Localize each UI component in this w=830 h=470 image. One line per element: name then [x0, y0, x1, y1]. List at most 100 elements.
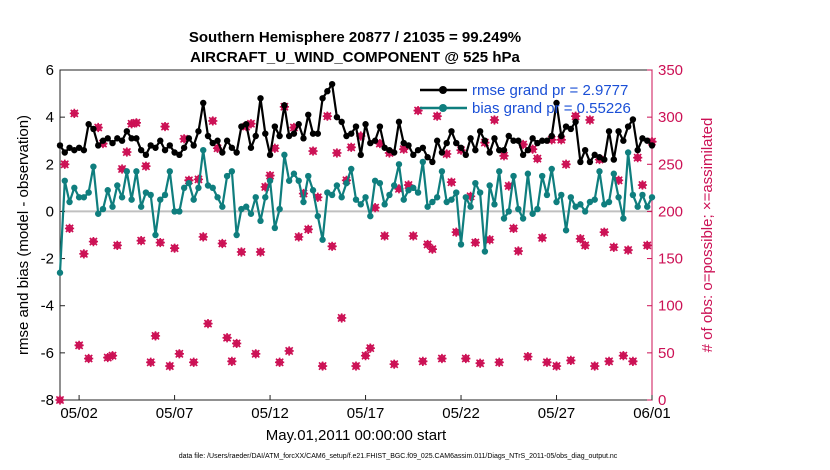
bias-point: [94, 210, 102, 217]
obs-assimilated-marker: [489, 115, 500, 125]
obs-assimilated-marker: [585, 115, 595, 125]
bias-point: [147, 191, 154, 199]
bias-point: [529, 210, 536, 217]
rmse-point: [491, 135, 498, 142]
bias-point: [629, 191, 637, 199]
rmse-point: [85, 121, 92, 128]
rmse-point: [390, 149, 398, 156]
y-tick-left-label: 4: [46, 109, 54, 126]
y-tick-right-label: 200: [658, 203, 683, 220]
bias-point: [281, 151, 288, 159]
bias-point: [166, 168, 174, 175]
bias-point: [85, 189, 92, 196]
rmse-point: [519, 151, 527, 159]
obs-assimilated-marker: [380, 231, 390, 241]
bias-point: [104, 187, 111, 194]
rmse-point: [634, 146, 641, 154]
bias-point: [491, 201, 498, 208]
rmse-point: [305, 111, 312, 118]
bias-point: [161, 191, 169, 199]
bias-point: [257, 217, 264, 225]
footnote: data file: /Users/raeder/DAI/ATM_forcXX/…: [179, 453, 618, 460]
bias-point: [128, 196, 135, 203]
bias-point: [433, 194, 441, 201]
obs-assimilated-marker: [193, 174, 204, 184]
rmse-point: [80, 146, 88, 154]
obs-assimilated-marker: [470, 237, 480, 248]
obs-assimilated-marker: [69, 108, 79, 118]
rmse-point: [99, 137, 107, 144]
rmse-point: [166, 142, 174, 149]
rmse-point: [448, 128, 455, 135]
rmse-point: [524, 146, 532, 154]
rmse-point: [75, 144, 83, 151]
rmse-point: [438, 149, 446, 156]
rmse-point: [295, 121, 302, 128]
bias-point: [61, 177, 68, 184]
rmse-point: [247, 144, 255, 151]
x-axis-label: May.01,2011 00:00:00 start: [266, 427, 447, 444]
obs-assimilated-marker: [88, 237, 99, 247]
bias-point: [429, 198, 436, 206]
bias-point: [644, 203, 651, 210]
bias-point: [553, 198, 560, 206]
rmse-point: [538, 137, 546, 144]
bias-point: [300, 198, 307, 206]
rmse-point: [596, 154, 603, 161]
obs-assimilated-marker: [437, 353, 447, 364]
bias-point: [443, 198, 450, 206]
chart-subtitle: AIRCRAFT_U_WIND_COMPONENT @ 525 hPa: [190, 49, 520, 66]
bias-point: [152, 231, 159, 239]
obs-assimilated-marker: [399, 144, 409, 154]
bias-point: [410, 184, 417, 192]
obs-assimilated-marker: [537, 233, 547, 243]
rmse-point: [333, 113, 341, 121]
rmse-point: [262, 130, 269, 137]
obs-assimilated-marker: [198, 232, 208, 242]
rmse-point: [223, 137, 231, 144]
bias-point: [376, 179, 384, 187]
bias-point: [271, 224, 279, 232]
rmse-point: [242, 121, 250, 128]
obs-assimilated-marker: [370, 203, 380, 213]
rmse-point: [553, 99, 560, 107]
obs-assimilated-marker: [475, 358, 485, 368]
obs-assimilated-marker: [136, 236, 146, 246]
x-tick-label: 05/07: [156, 405, 194, 422]
rmse-point: [648, 142, 656, 149]
obs-assimilated-marker: [155, 237, 165, 248]
rmse-point: [343, 132, 350, 140]
rmse-point: [61, 149, 68, 156]
bias-point: [262, 194, 269, 201]
obs-assimilated-marker: [618, 351, 628, 361]
rmse-point: [338, 118, 345, 126]
obs-assimilated-marker: [179, 134, 189, 144]
rmse-point: [615, 128, 622, 135]
bias-point: [295, 177, 302, 184]
bias-point: [305, 172, 312, 180]
x-tick-label: 05/27: [538, 405, 576, 422]
obs-assimilated-marker: [127, 119, 137, 129]
rmse-point: [300, 135, 307, 142]
obs-assimilated-marker: [432, 111, 442, 121]
obs-assimilated-marker: [270, 143, 280, 153]
rmse-point: [190, 142, 197, 149]
obs-assimilated-marker: [212, 143, 223, 153]
rmse-point: [147, 142, 154, 149]
bias-point: [419, 158, 427, 166]
bias-point: [462, 194, 470, 201]
obs-assimilated-marker: [236, 247, 247, 257]
rmse-point: [137, 146, 145, 154]
bias-point: [352, 196, 360, 203]
rmse-point: [348, 130, 355, 137]
obs-assimilated-marker: [169, 243, 180, 253]
obs-assimilated-marker: [551, 361, 562, 371]
obs-assimilated-marker: [465, 191, 476, 201]
bias-point: [601, 201, 608, 208]
bias-point: [324, 189, 331, 196]
bias-series: [56, 146, 656, 276]
obs-assimilated-marker: [217, 238, 227, 249]
rmse-point: [371, 137, 379, 144]
bias-point: [453, 189, 460, 196]
obs-assimilated-marker: [394, 184, 404, 194]
